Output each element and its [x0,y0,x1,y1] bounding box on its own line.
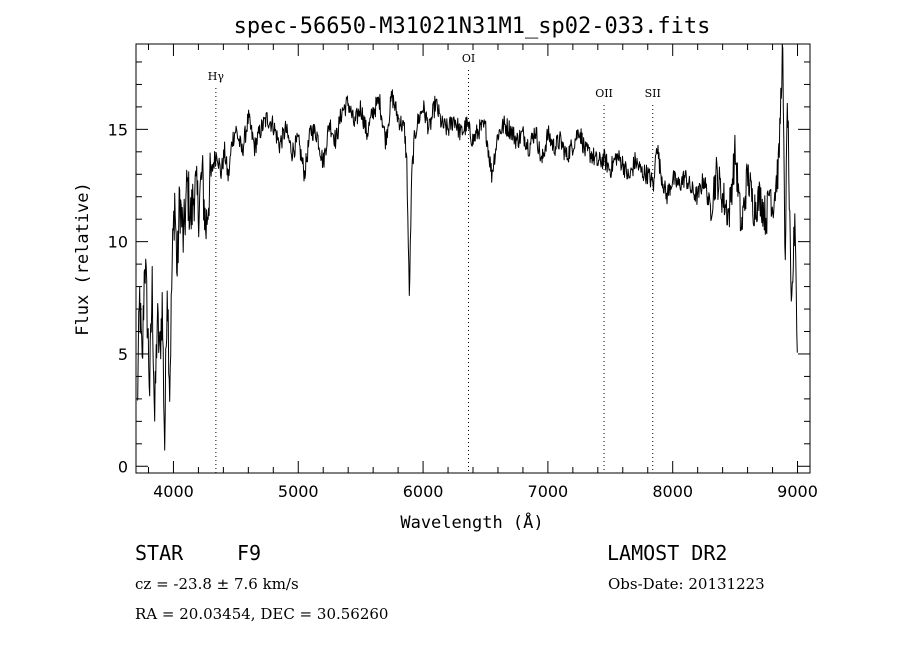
x-tick-label: 5000 [278,482,319,501]
plot-frame [135,43,811,474]
spectral-line-label: Hγ [208,70,225,83]
observation-date: Obs-Date: 20131223 [608,575,765,593]
x-axis-label: Wavelength (Å) [400,511,543,533]
survey-name: LAMOST DR2 [607,541,728,565]
spectral-line-label: SII [645,87,661,100]
x-tick-label: 7000 [528,482,569,501]
spectral-line-label: OII [595,87,613,100]
spectral-line-label: OI [462,52,475,65]
y-tick-label: 10 [108,233,128,252]
x-tick-label: 6000 [403,482,444,501]
spectral-line-markers: Hγ OI OII SII [208,52,661,473]
x-tick-label: 4000 [153,482,194,501]
x-tick-label: 8000 [652,482,693,501]
y-tick-label: 5 [118,345,128,364]
y-axis-label: Flux (relative) [73,182,93,336]
object-subclass: F9 [237,541,262,565]
x-tick-label: 9000 [777,482,818,501]
chart-title: spec-56650-M31021N31M1_sp02-033.fits [234,14,711,39]
y-tick-label: 0 [118,457,128,476]
series-line-flux [136,43,798,451]
redshift-velocity: cz = -23.8 ± 7.6 km/s [135,575,299,593]
plot-axes: 4000 5000 6000 7000 8000 9000 0 5 10 15 [108,43,818,501]
object-type: STAR [135,541,184,565]
sky-coordinates: RA = 20.03454, DEC = 30.56260 [135,605,389,623]
y-tick-label: 15 [108,120,128,139]
